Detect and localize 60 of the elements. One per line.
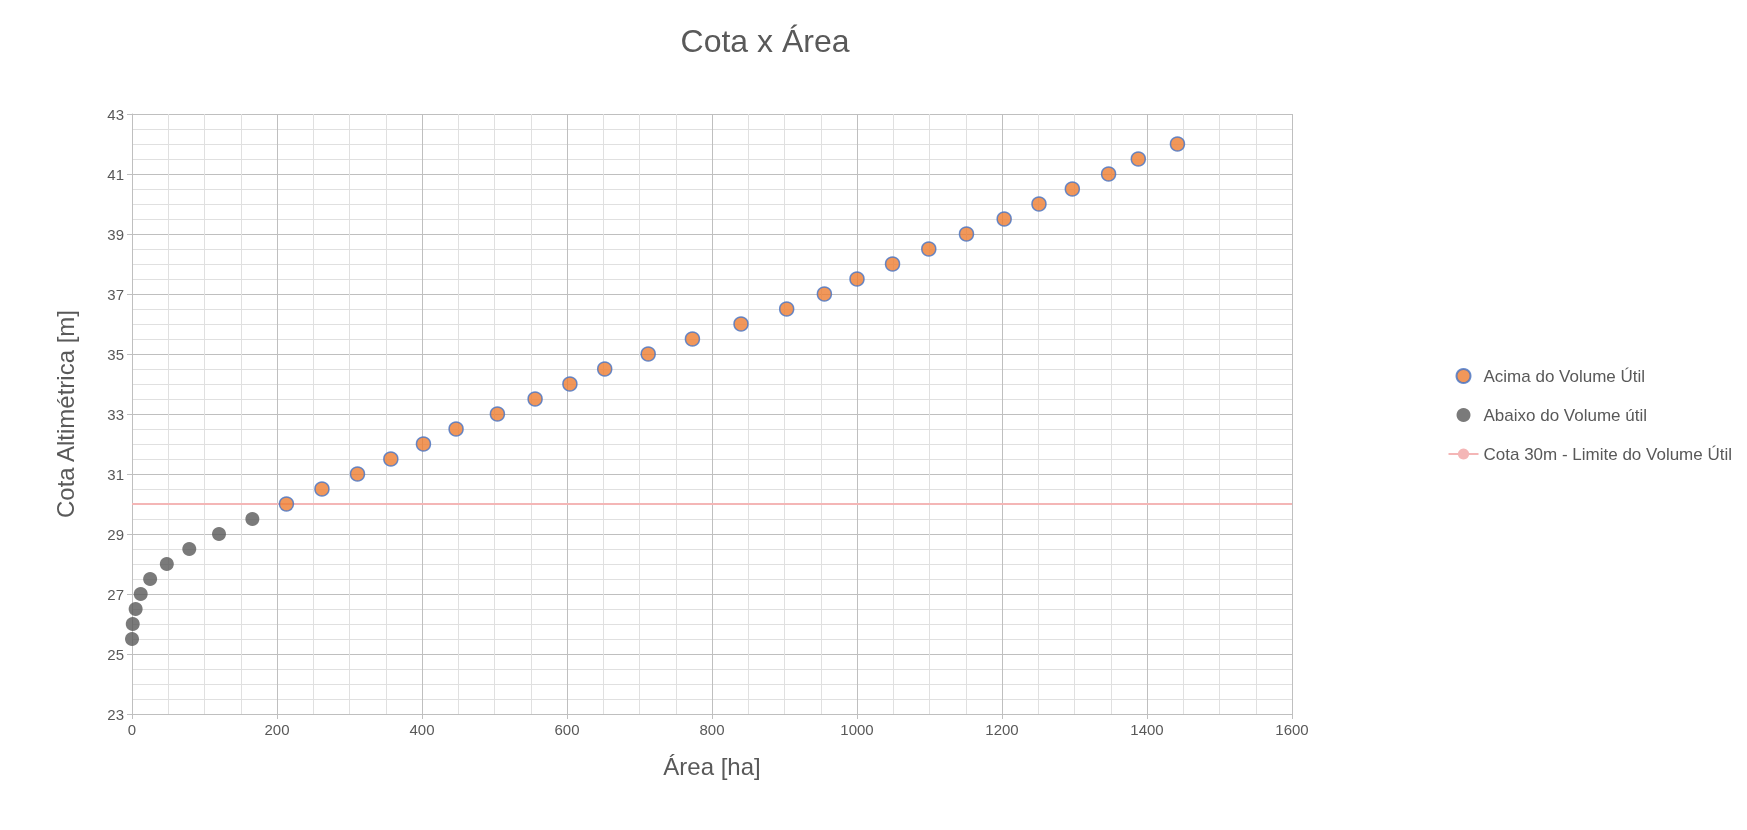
y-tick-label: 43 xyxy=(107,105,124,123)
y-tick-label: 31 xyxy=(107,465,124,483)
x-tick-label: 1400 xyxy=(1130,721,1164,738)
point xyxy=(778,301,795,317)
x-tick-label: 1200 xyxy=(985,721,1019,738)
point xyxy=(1100,166,1117,182)
point xyxy=(125,617,140,631)
point xyxy=(415,436,432,452)
x-tick-label: 200 xyxy=(264,721,290,738)
y-tick-label: 27 xyxy=(107,585,124,603)
x-tick-label: 0 xyxy=(127,721,137,738)
y-axis-title: Cota Altimétrica [m] xyxy=(51,309,79,519)
point xyxy=(212,527,226,541)
x-axis-title: Área [ha] xyxy=(663,752,761,780)
point xyxy=(128,602,143,616)
point xyxy=(383,451,399,467)
point xyxy=(133,587,148,601)
y-tick-label: 25 xyxy=(107,645,124,663)
point xyxy=(996,211,1012,227)
x-tick-label: 1600 xyxy=(1275,721,1309,738)
point xyxy=(182,542,197,556)
x-tick-label: 400 xyxy=(409,721,435,738)
point xyxy=(562,376,578,392)
point xyxy=(849,271,865,287)
y-tick-label: 39 xyxy=(107,225,124,243)
point xyxy=(159,557,174,571)
y-tick-label: 29 xyxy=(107,525,124,543)
point xyxy=(1169,136,1186,152)
point xyxy=(143,572,158,586)
x-tick-label: 1000 xyxy=(840,721,874,738)
legend-label: Cota 30m - Limite do Volume Útil xyxy=(1483,444,1733,464)
y-tick-label: 23 xyxy=(107,705,124,723)
chart-title: Cota x Área xyxy=(680,23,850,59)
point xyxy=(314,481,330,497)
point xyxy=(816,286,833,302)
point xyxy=(278,496,295,512)
legend-label: Acima do Volume Útil xyxy=(1483,366,1646,386)
point xyxy=(884,256,901,272)
point xyxy=(640,346,656,362)
point xyxy=(733,316,749,332)
legend-label: Abaixo do Volume útil xyxy=(1483,405,1648,425)
point xyxy=(349,466,366,482)
y-tick-label: 37 xyxy=(107,285,124,303)
point xyxy=(1130,151,1147,167)
point xyxy=(1031,196,1047,212)
point xyxy=(596,361,613,377)
point xyxy=(1064,181,1081,197)
point xyxy=(448,421,464,437)
x-tick-label: 800 xyxy=(699,721,725,738)
point xyxy=(958,226,975,242)
point xyxy=(245,512,260,526)
x-tick-label: 600 xyxy=(554,721,580,738)
point xyxy=(125,632,139,646)
point xyxy=(489,406,506,422)
point xyxy=(684,331,701,347)
point xyxy=(921,241,937,257)
y-tick-label: 33 xyxy=(107,405,124,423)
y-tick-label: 35 xyxy=(107,345,124,363)
point xyxy=(527,391,543,407)
y-tick-label: 41 xyxy=(107,165,124,183)
